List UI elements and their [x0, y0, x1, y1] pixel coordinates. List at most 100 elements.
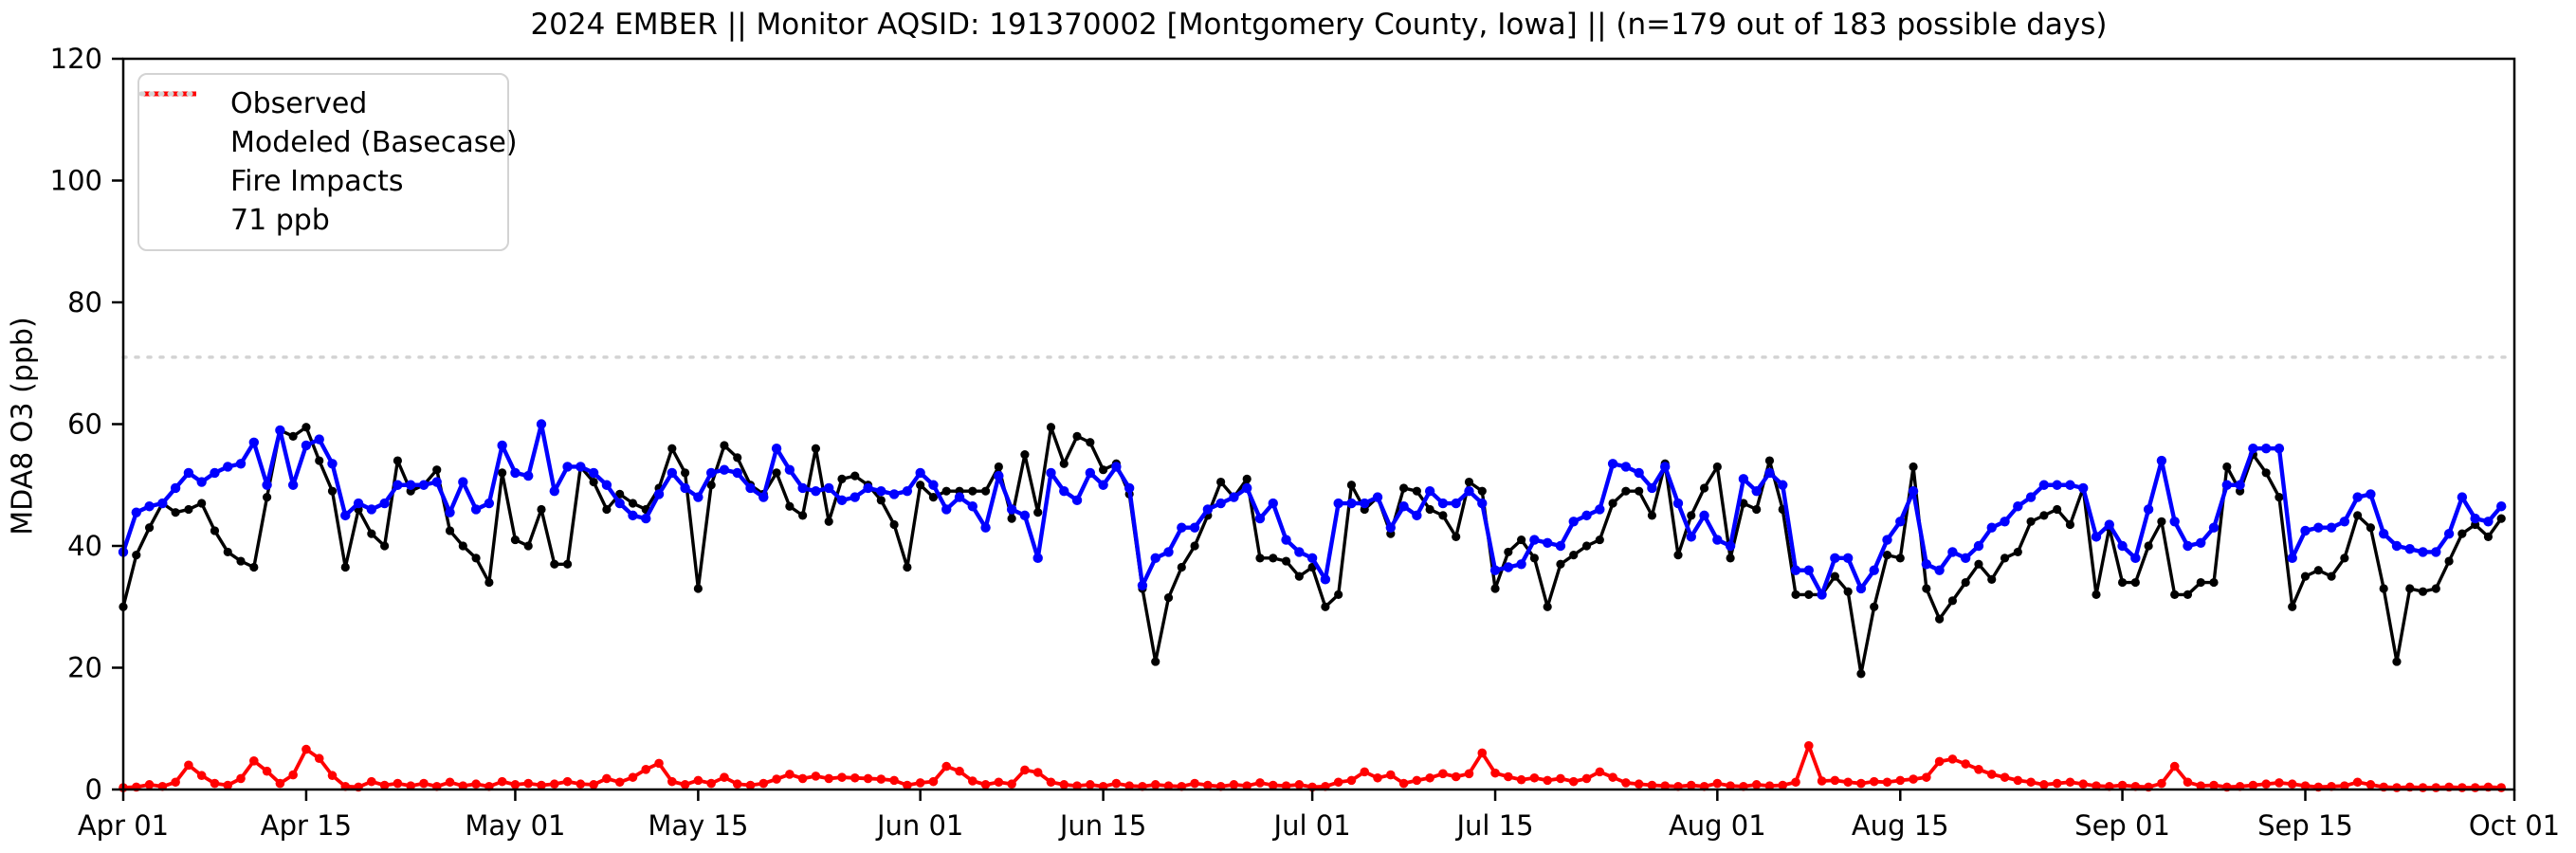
observed-marker [144, 523, 155, 533]
fire-impacts-marker [549, 779, 559, 789]
observed-marker [2418, 587, 2428, 596]
observed-marker [1177, 562, 1186, 572]
x-tick-label: May 15 [648, 809, 748, 842]
legend-item-observed: Observed [141, 84, 494, 123]
observed-marker [706, 481, 716, 490]
observed-marker [1346, 481, 1357, 490]
observed-marker [2379, 584, 2388, 593]
observed-marker [1321, 602, 1330, 611]
modeled-basecase-marker [2260, 444, 2272, 454]
modeled-basecase-marker [2431, 547, 2441, 557]
observed-marker [367, 529, 376, 538]
modeled-basecase-marker [1895, 517, 1906, 527]
observed-marker [1517, 535, 1526, 545]
modeled-basecase-marker [1790, 565, 1801, 575]
x-tick-label: Apr 15 [261, 809, 352, 842]
observed-marker [1059, 459, 1069, 468]
observed-marker [785, 501, 795, 511]
fire-impacts-marker [1804, 740, 1814, 751]
fire-impacts-marker [210, 778, 220, 789]
modeled-basecase-marker [1960, 553, 1971, 564]
fire-impacts-marker [1568, 776, 1579, 787]
observed-marker [615, 489, 625, 499]
modeled-basecase-marker [876, 485, 886, 497]
modeled-basecase-marker [431, 477, 442, 487]
observed-marker [1464, 477, 1474, 487]
modeled-basecase-marker [536, 419, 547, 429]
modeled-basecase-marker [275, 425, 285, 436]
modeled-basecase-marker [1019, 510, 1031, 521]
fire-impacts-marker [915, 778, 925, 788]
fire-impacts-marker [1086, 780, 1095, 789]
fire-impacts-marker [1882, 777, 1892, 788]
fire-impacts-marker [2352, 777, 2363, 788]
modeled-basecase-marker [1385, 522, 1396, 533]
observed-marker [132, 551, 141, 560]
observed-marker [1608, 499, 1617, 508]
modeled-basecase-marker [2418, 547, 2428, 557]
fire-impacts-marker [1778, 780, 1788, 790]
fire-impacts-marker [367, 776, 376, 787]
modeled-basecase-marker [1398, 501, 1409, 512]
y-tick-label: 40 [67, 530, 102, 562]
observed-marker [1334, 590, 1343, 600]
observed-marker [562, 559, 573, 569]
modeled-basecase-marker [902, 485, 913, 497]
fire-impacts-marker [2065, 777, 2075, 788]
fire-impacts-marker [1294, 780, 1305, 789]
modeled-basecase-marker [575, 462, 586, 472]
observed-marker [1490, 584, 1500, 593]
x-tick-label: Jun 01 [875, 809, 963, 842]
fire-impacts-marker [1281, 781, 1291, 790]
modeled-basecase-marker [1542, 537, 1553, 548]
fire-impacts-marker [1986, 770, 1997, 779]
fire-impacts-marker [1595, 767, 1605, 777]
modeled-basecase-marker [1006, 504, 1017, 515]
observed-marker [2444, 556, 2454, 566]
observed-marker [2431, 584, 2440, 593]
modeled-basecase-marker [680, 482, 690, 494]
fire-impacts-marker [1869, 776, 1879, 787]
fire-impacts-marker [1895, 775, 1906, 786]
modeled-basecase-marker [405, 480, 416, 490]
fire-impacts-marker [2013, 775, 2023, 786]
modeled-basecase-marker [980, 522, 991, 533]
modeled-basecase-marker [1202, 504, 1214, 515]
modeled-basecase-marker [445, 507, 455, 517]
observed-marker [2261, 468, 2271, 478]
fire-impacts-marker [301, 744, 311, 754]
modeled-basecase-marker [653, 489, 665, 499]
observed-marker [889, 519, 899, 530]
observed-marker [301, 423, 311, 432]
fire-impacts-marker [171, 777, 180, 788]
modeled-basecase-marker [2104, 519, 2114, 530]
observed-marker [1895, 554, 1905, 563]
observed-marker [1398, 483, 1409, 493]
modeled-basecase-marker [954, 492, 965, 502]
modeled-basecase-marker [393, 480, 403, 490]
modeled-basecase-marker [850, 492, 860, 502]
fire-impacts-marker [2457, 783, 2467, 792]
observed-marker [340, 562, 350, 572]
observed-marker [628, 499, 638, 508]
modeled-basecase-marker [470, 504, 482, 515]
chart-title: 2024 EMBER || Monitor AQSID: 191370002 [… [530, 8, 2108, 42]
observed-marker [2196, 577, 2205, 588]
modeled-basecase-marker [693, 492, 703, 502]
observed-marker [1163, 593, 1174, 603]
observed-marker [2013, 547, 2022, 557]
fire-impacts-marker [2431, 783, 2441, 792]
modeled-basecase-marker [1751, 485, 1762, 497]
modeled-basecase-marker [1529, 535, 1540, 545]
modeled-basecase-marker [667, 467, 678, 479]
modeled-basecase-marker [210, 467, 220, 479]
fire-impacts-marker [1712, 778, 1723, 789]
observed-marker [1935, 614, 1945, 624]
observed-marker [2496, 514, 2506, 523]
modeled-basecase-marker [1071, 495, 1083, 506]
observed-marker [1987, 574, 1997, 584]
observed-marker [1294, 572, 1304, 581]
modeled-basecase-marker [967, 501, 977, 512]
fire-impacts-marker [2052, 778, 2062, 789]
